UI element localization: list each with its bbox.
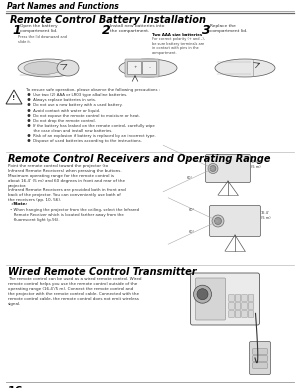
FancyBboxPatch shape [229,295,234,301]
FancyBboxPatch shape [235,303,241,309]
Text: Part Names and Functions: Part Names and Functions [7,2,119,11]
Text: +: + [133,65,137,69]
Text: Press the lid downward and
slide it.: Press the lid downward and slide it. [18,35,67,43]
FancyBboxPatch shape [253,349,267,354]
Text: 2: 2 [102,24,111,37]
Text: 60°: 60° [187,157,193,161]
Text: 16.4’
(5 m): 16.4’ (5 m) [261,211,271,220]
Ellipse shape [119,59,177,77]
FancyBboxPatch shape [253,363,267,368]
FancyBboxPatch shape [125,59,159,77]
Text: For correct polarity (+ and –),
be sure battery terminals are
in contact with pi: For correct polarity (+ and –), be sure … [152,37,205,55]
FancyBboxPatch shape [248,303,254,309]
Text: Wired Remote Control Transmitter: Wired Remote Control Transmitter [8,267,196,277]
Text: • When hanging the projector from the ceiling, select the Infrared
   Remote Rec: • When hanging the projector from the ce… [10,208,139,222]
FancyBboxPatch shape [242,303,247,309]
FancyBboxPatch shape [209,206,260,237]
Text: The remote control can be used as a wired remote control. Wired
remote control h: The remote control can be used as a wire… [8,277,142,306]
FancyBboxPatch shape [235,311,241,317]
Circle shape [214,218,221,225]
Text: Install new batteries into
the compartment.: Install new batteries into the compartme… [110,24,164,33]
Text: 16: 16 [8,386,24,388]
FancyBboxPatch shape [235,295,241,301]
Text: 60°: 60° [187,176,193,180]
Text: 60°: 60° [189,208,195,212]
Circle shape [197,289,208,300]
FancyBboxPatch shape [248,311,254,317]
Text: Two AAA size batteries: Two AAA size batteries [152,33,202,37]
FancyBboxPatch shape [242,295,247,301]
Ellipse shape [57,60,79,76]
Ellipse shape [18,59,78,77]
FancyBboxPatch shape [253,356,267,361]
FancyBboxPatch shape [206,154,250,182]
Text: !: ! [12,95,16,101]
FancyBboxPatch shape [196,278,226,320]
Text: Replace the
compartment lid.: Replace the compartment lid. [210,24,248,33]
FancyBboxPatch shape [229,311,234,317]
Circle shape [194,285,211,303]
Text: Open the battery
compartment lid.: Open the battery compartment lid. [20,24,58,33]
Text: Point the remote control toward the projector (to
Infrared Remote Receivers) whe: Point the remote control toward the proj… [8,164,125,188]
Circle shape [208,163,218,173]
Ellipse shape [215,59,275,77]
Circle shape [212,215,224,227]
FancyBboxPatch shape [242,311,247,317]
Circle shape [210,166,216,171]
Text: 16.4’
(5 m): 16.4’ (5 m) [251,160,261,169]
Text: Remote Control Battery Installation: Remote Control Battery Installation [10,15,206,25]
Text: ✓Note:: ✓Note: [10,202,27,206]
Text: Infrared Remote Receivers are provided both in front and
back of the projector. : Infrared Remote Receivers are provided b… [8,188,126,202]
FancyBboxPatch shape [229,303,234,309]
Text: Remote Control Receivers and Operating Range: Remote Control Receivers and Operating R… [8,154,271,164]
FancyBboxPatch shape [248,295,254,301]
FancyBboxPatch shape [190,273,260,325]
Text: To ensure safe operation, please observe the following precautions :
 ●  Use two: To ensure safe operation, please observe… [26,88,160,144]
Text: 1: 1 [12,24,21,37]
FancyBboxPatch shape [250,341,271,374]
FancyBboxPatch shape [128,62,142,74]
Text: –: – [149,65,151,69]
Text: 3: 3 [202,24,211,37]
Text: 60°: 60° [189,230,195,234]
FancyBboxPatch shape [142,62,157,74]
Ellipse shape [24,62,62,74]
